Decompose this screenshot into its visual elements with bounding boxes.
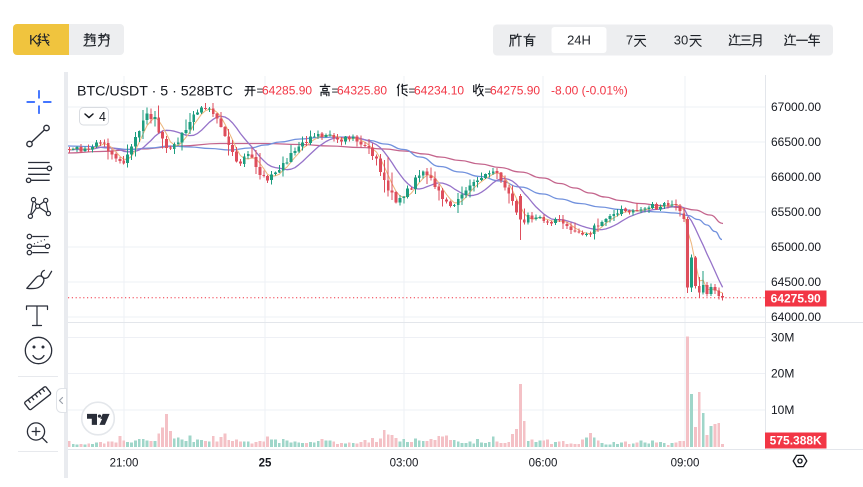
svg-text:65000.00: 65000.00 — [771, 240, 821, 254]
svg-text:=: = — [257, 84, 264, 98]
svg-text:66500.00: 66500.00 — [771, 135, 821, 149]
svg-text:64000.00: 64000.00 — [771, 310, 821, 324]
svg-text:65500.00: 65500.00 — [771, 205, 821, 219]
svg-text:20M: 20M — [771, 367, 794, 381]
svg-text:64325.80: 64325.80 — [337, 84, 387, 98]
svg-text:30M: 30M — [771, 331, 794, 345]
svg-text:64234.10: 64234.10 — [414, 84, 464, 98]
svg-text:BTC/USDT · 5 · 528BTC: BTC/USDT · 5 · 528BTC — [77, 84, 233, 100]
svg-text:7: 7 — [626, 33, 633, 48]
svg-text:25: 25 — [259, 458, 272, 470]
svg-text:K: K — [29, 32, 39, 48]
svg-text:64275.90: 64275.90 — [771, 292, 821, 306]
svg-text:-8.00 (-0.01%): -8.00 (-0.01%) — [551, 84, 628, 98]
svg-text:09:00: 09:00 — [671, 458, 700, 470]
svg-text:06:00: 06:00 — [529, 458, 558, 470]
svg-text:03:00: 03:00 — [390, 458, 419, 470]
svg-text:64285.90: 64285.90 — [262, 84, 312, 98]
svg-text:66000.00: 66000.00 — [771, 170, 821, 184]
svg-text:=: = — [485, 84, 492, 98]
svg-text:=: = — [332, 84, 339, 98]
svg-text:575.388K: 575.388K — [770, 434, 822, 448]
svg-text:10M: 10M — [771, 403, 794, 417]
svg-text:64275.90: 64275.90 — [490, 84, 540, 98]
svg-text:21:00: 21:00 — [110, 458, 139, 470]
svg-text:67000.00: 67000.00 — [771, 100, 821, 114]
svg-text:4: 4 — [99, 110, 106, 124]
svg-text:24H: 24H — [567, 33, 591, 48]
svg-text:64500.00: 64500.00 — [771, 275, 821, 289]
svg-text:30: 30 — [674, 33, 688, 48]
svg-text:=: = — [409, 84, 416, 98]
